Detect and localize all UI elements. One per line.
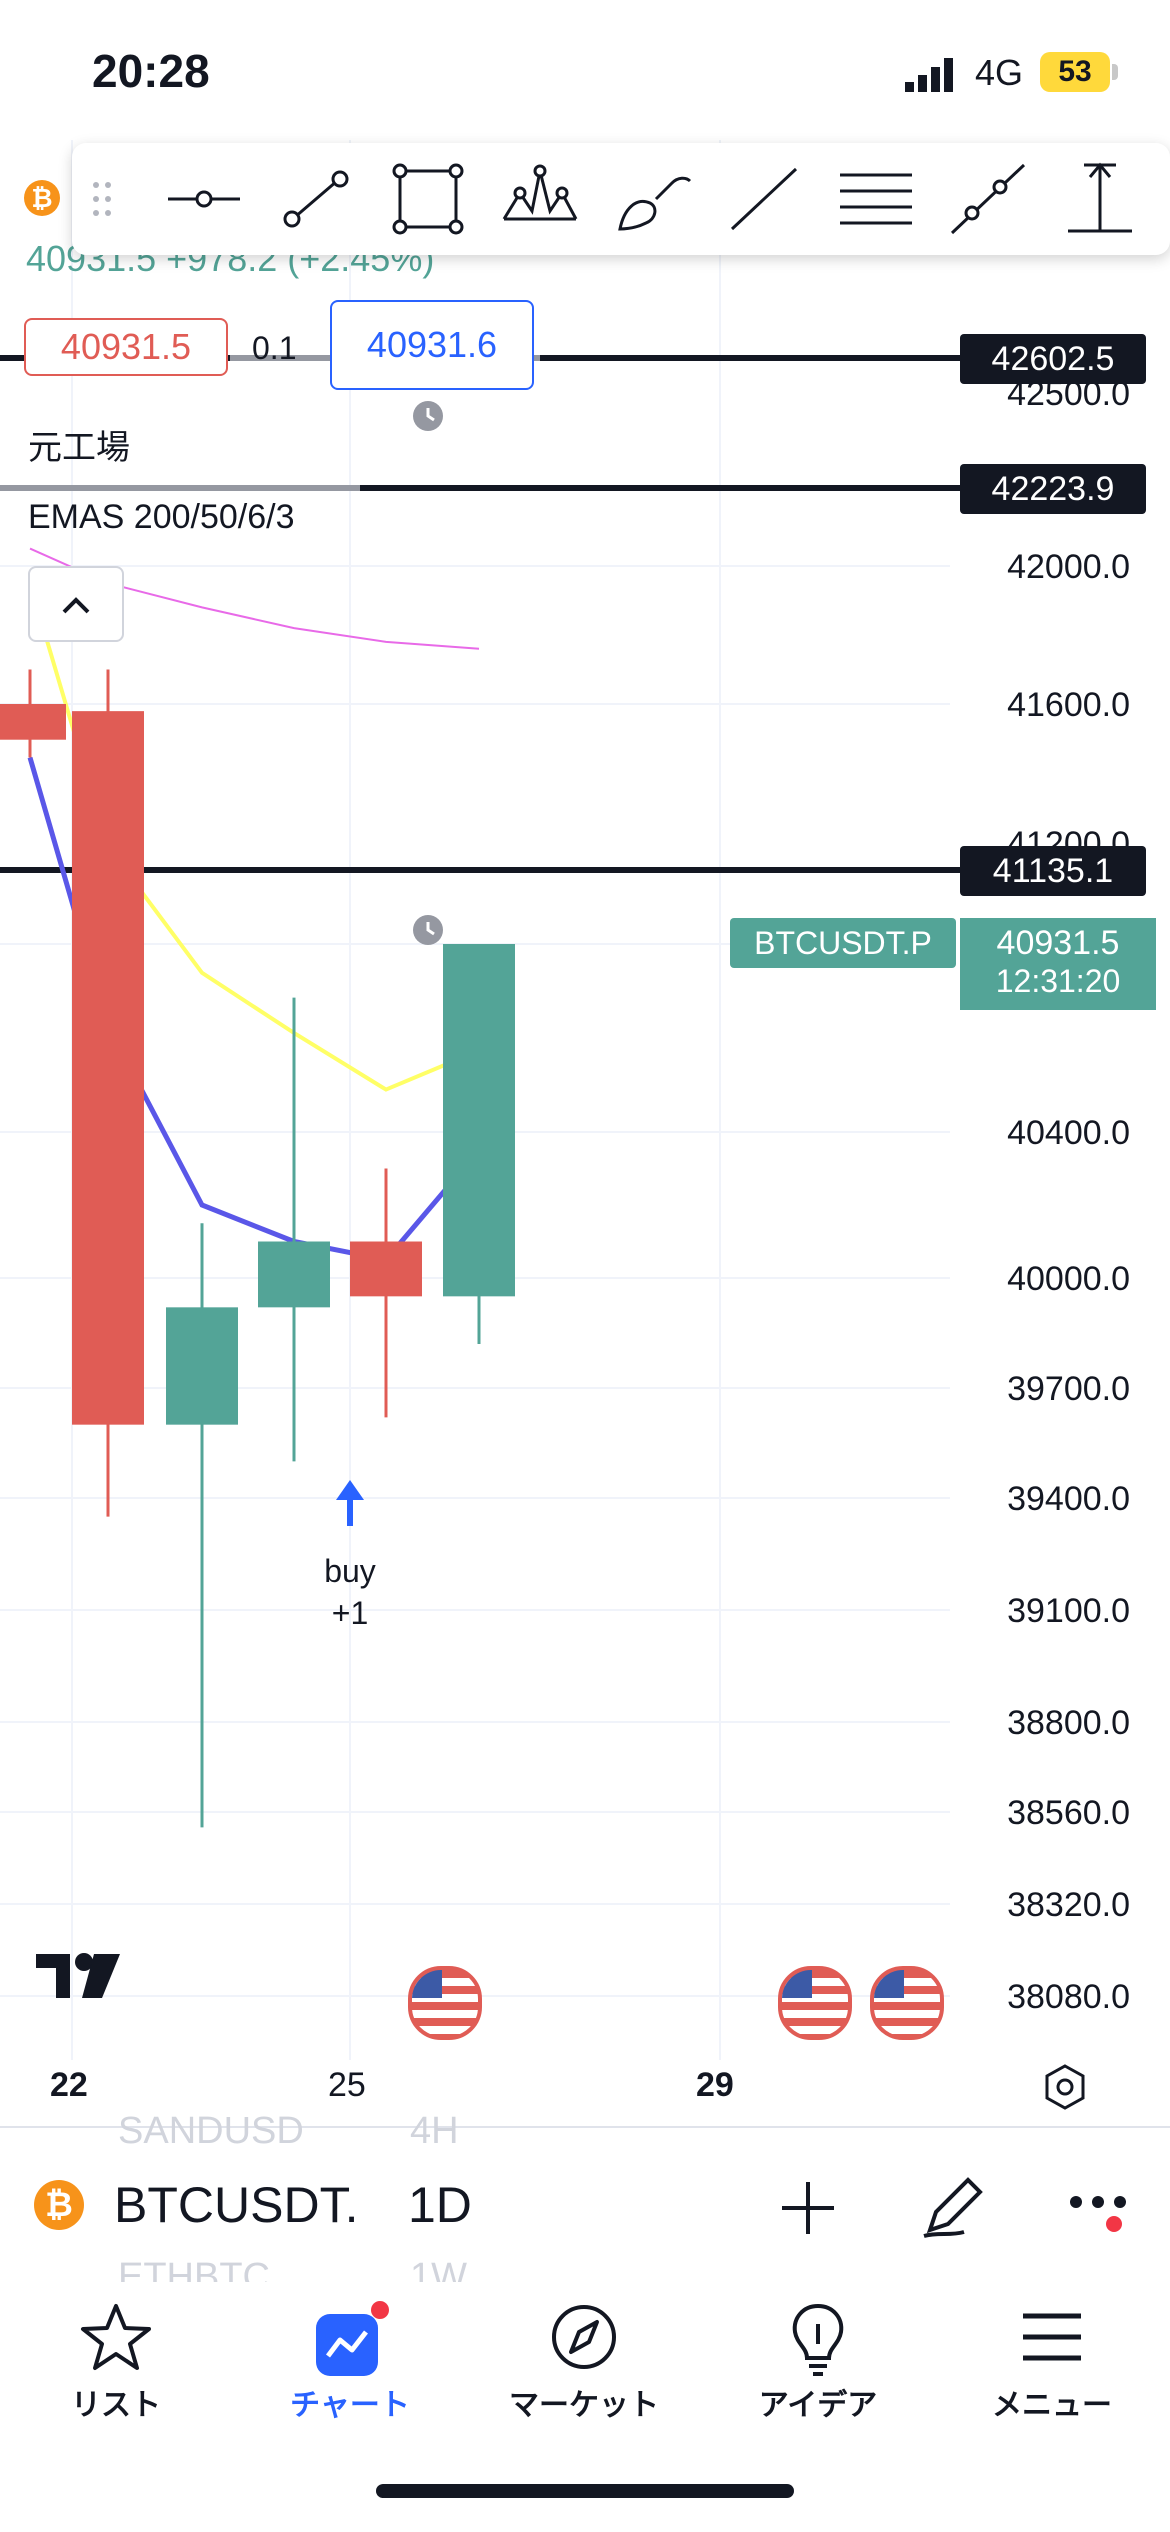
rectangle-icon[interactable] <box>382 153 474 245</box>
us-flag-icon[interactable] <box>778 1966 852 2040</box>
nav-label: メニュー <box>992 2389 1112 2422</box>
nav-label: リスト <box>71 2389 161 2422</box>
indicator-label-1[interactable]: 元工場 <box>28 429 130 467</box>
divider <box>0 2126 1170 2128</box>
axis-label: 40400.0 <box>1007 1114 1130 1152</box>
battery-cap <box>1112 64 1118 80</box>
more-icon <box>1070 2196 1126 2232</box>
btc-coin-icon: ₿ <box>24 180 60 216</box>
home-indicator <box>376 2484 794 2498</box>
countdown-value: 12:31:20 <box>995 963 1121 999</box>
axis-label: 39100.0 <box>1007 1592 1130 1630</box>
chart-settings-icon[interactable] <box>1040 2062 1090 2112</box>
symbol-selector[interactable]: BTCUSDT. <box>114 2177 359 2233</box>
candle-body <box>443 944 515 1297</box>
nav-label: マーケット <box>509 2389 659 2422</box>
axis-label: 39700.0 <box>1007 1370 1130 1408</box>
axis-label: 42000.0 <box>1007 548 1130 586</box>
price-chart[interactable] <box>0 140 1170 2060</box>
status-time: 20:28 <box>92 45 210 97</box>
buy-arrow-icon <box>330 1478 370 1528</box>
ghost-symbol-above: SANDUSD <box>118 2110 304 2152</box>
chart-icon <box>316 2301 389 2376</box>
nav-item-chart[interactable] <box>250 2300 450 2389</box>
nav-label: アイデア <box>758 2389 878 2422</box>
fib-retracement-icon[interactable] <box>830 153 922 245</box>
drawing-tools-button[interactable] <box>918 2170 990 2242</box>
trade-marker-label: buy +1 <box>324 1553 376 1631</box>
spread-value: 0.1 <box>252 330 297 366</box>
chevron-up-icon <box>62 597 90 614</box>
alarm-clock-icon[interactable] <box>408 908 448 948</box>
horizontal-ray-icon[interactable] <box>158 153 250 245</box>
pen-icon <box>923 2177 983 2238</box>
more-button[interactable] <box>1068 2184 1132 2234</box>
symbol-price-tag: BTCUSDT.P <box>730 918 956 968</box>
current-price-value: 40931.5 <box>996 924 1120 962</box>
date-label: 25 <box>328 2066 366 2104</box>
alarm-clock-icon[interactable] <box>408 394 448 434</box>
battery-icon: 53 <box>1040 52 1110 92</box>
price-range-icon[interactable] <box>1054 153 1146 245</box>
star-icon <box>81 2304 151 2370</box>
axis-label: 41600.0 <box>1007 686 1130 724</box>
brush-icon[interactable] <box>606 153 698 245</box>
nav-label: チャート <box>290 2389 410 2422</box>
pattern-icon[interactable] <box>494 153 586 245</box>
line-icon[interactable] <box>718 153 810 245</box>
candle-body <box>72 711 144 1425</box>
axis-label: 39400.0 <box>1007 1480 1130 1518</box>
drag-handle-icon[interactable] <box>82 153 122 245</box>
ghost-interval-above: 4H <box>410 2110 459 2152</box>
axis-label: 38560.0 <box>1007 1794 1130 1832</box>
drawing-toolbar <box>72 143 1170 255</box>
candle-body <box>166 1307 238 1425</box>
tradingview-logo <box>34 1950 126 2002</box>
hline-label[interactable]: 41135.1 <box>960 846 1146 896</box>
hline-label[interactable]: 42602.5 <box>960 334 1146 384</box>
us-flag-icon[interactable] <box>408 1966 482 2040</box>
us-flag-icon[interactable] <box>870 1966 944 2040</box>
signal-icon <box>905 58 961 92</box>
collapse-indicators-button[interactable] <box>28 566 124 642</box>
nav-item-list[interactable] <box>16 2300 216 2379</box>
network-label: 4G <box>975 52 1024 93</box>
candle-body <box>258 1241 330 1308</box>
add-button[interactable] <box>776 2176 840 2240</box>
plus-icon <box>782 2182 834 2234</box>
lightbulb-icon <box>792 2303 844 2376</box>
date-label: 29 <box>696 2066 734 2104</box>
trend-line-icon[interactable] <box>270 153 362 245</box>
path-icon[interactable] <box>942 153 1034 245</box>
axis-label: 38800.0 <box>1007 1704 1130 1742</box>
nav-item-ideas[interactable] <box>718 2300 918 2385</box>
date-label: 22 <box>50 2066 88 2104</box>
interval-selector[interactable]: 1D <box>408 2177 472 2233</box>
buy-price-button[interactable]: 40931.6 <box>330 300 534 390</box>
indicator-label-2[interactable]: EMAS 200/50/6/3 <box>28 498 295 536</box>
axis-label: 38320.0 <box>1007 1886 1130 1924</box>
current-price-tag: 40931.5 12:31:20 <box>960 918 1156 1010</box>
compass-icon <box>552 2305 616 2369</box>
nav-item-menu[interactable] <box>952 2300 1152 2379</box>
menu-icon <box>1023 2313 1081 2361</box>
axis-label: 40000.0 <box>1007 1260 1130 1298</box>
nav-item-market[interactable] <box>484 2300 684 2379</box>
sell-price-button[interactable]: 40931.5 <box>24 318 228 376</box>
candle-body <box>0 704 66 740</box>
candle-body <box>350 1241 422 1297</box>
axis-label: 38080.0 <box>1007 1978 1130 2016</box>
hline-label[interactable]: 42223.9 <box>960 464 1146 514</box>
btc-coin-icon[interactable]: ₿ <box>34 2180 84 2230</box>
